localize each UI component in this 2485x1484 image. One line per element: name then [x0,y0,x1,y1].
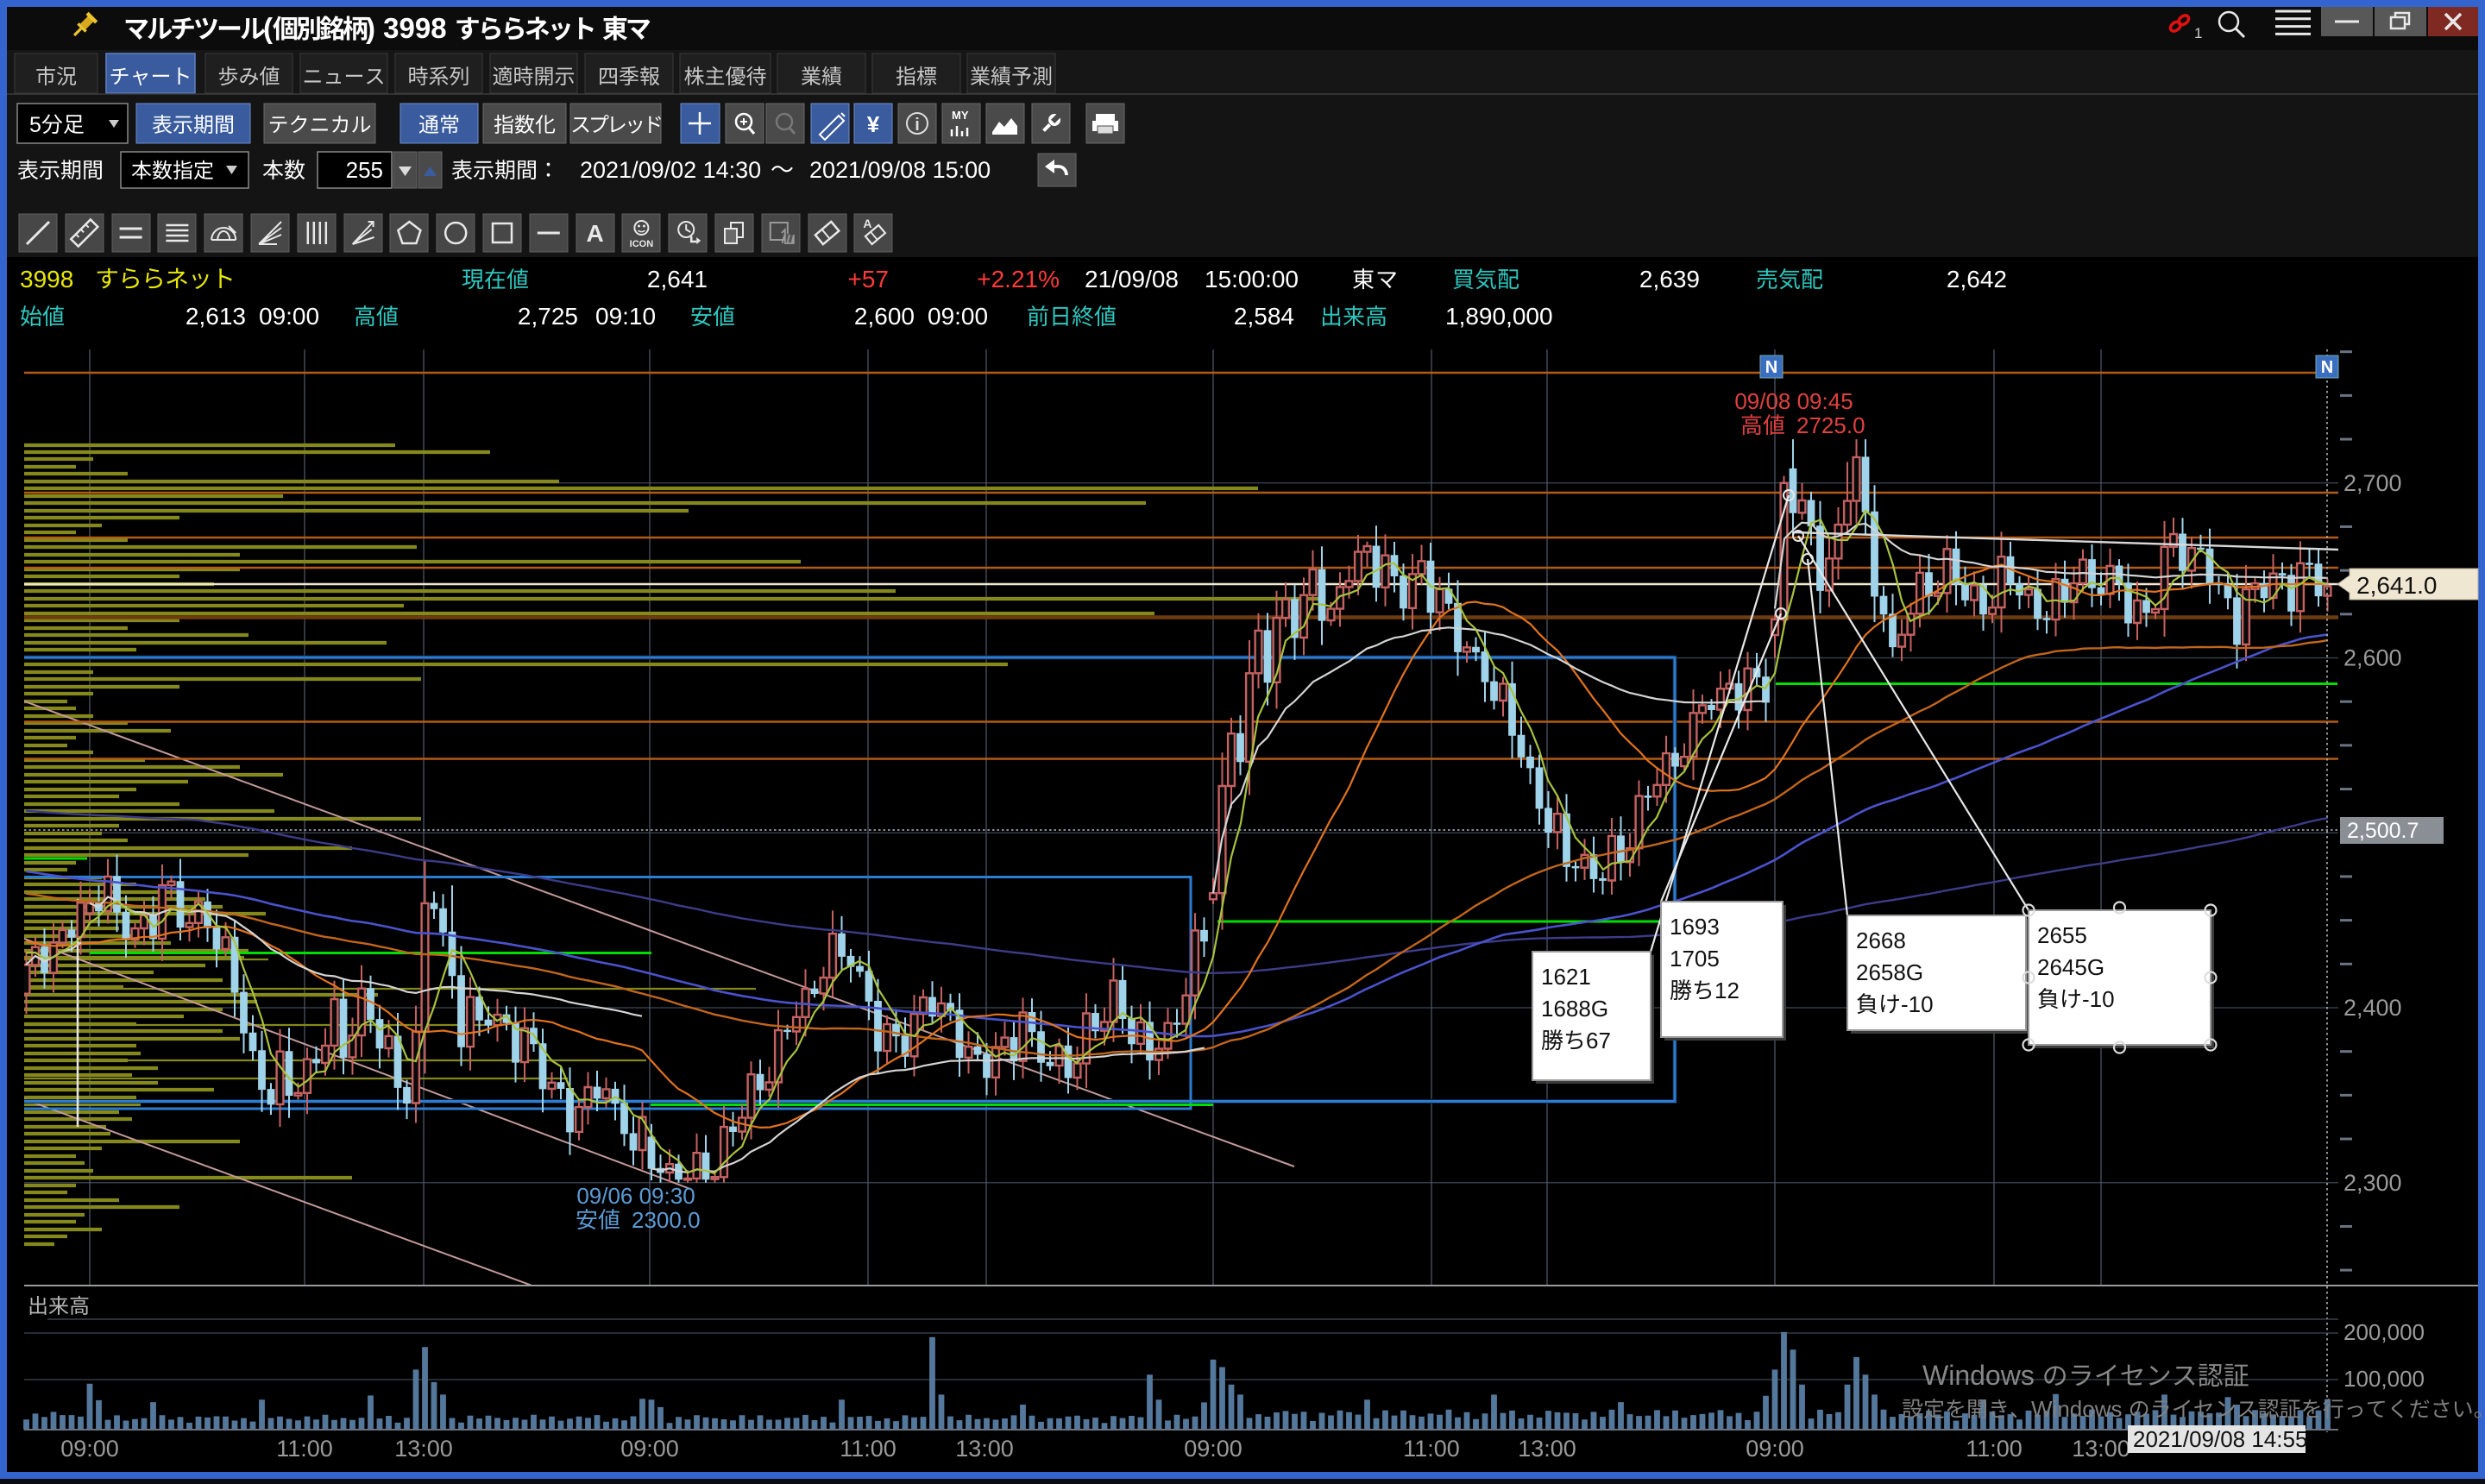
svg-text:2645G: 2645G [2037,954,2104,980]
svg-text:09:00: 09:00 [60,1436,119,1462]
svg-text:100,000: 100,000 [2343,1366,2425,1392]
svg-text:12: 12 [1714,978,1740,1003]
svg-text:(: ( [263,12,273,44]
svg-text:13:00: 13:00 [2072,1436,2130,1462]
svg-text:2658G: 2658G [1856,959,1923,985]
svg-text:2,639: 2,639 [1639,266,1700,292]
svg-text:5: 5 [29,113,41,137]
svg-text:+2.21%: +2.21% [977,266,1060,292]
svg-text:2,641: 2,641 [647,266,708,292]
svg-text:+57: +57 [848,266,890,292]
svg-text:09:00: 09:00 [928,303,988,330]
svg-text:21/09/08: 21/09/08 [1085,266,1179,292]
svg-text:2021/09/08 15:00: 2021/09/08 15:00 [809,157,991,183]
svg-text:09:00: 09:00 [1184,1436,1242,1462]
svg-text:11:00: 11:00 [276,1436,333,1462]
svg-text:2,600: 2,600 [854,303,915,330]
svg-text:09:00: 09:00 [620,1436,679,1462]
svg-text:2,641.0: 2,641.0 [2356,572,2437,599]
svg-text:N: N [2321,358,2333,377]
svg-text:15:00:00: 15:00:00 [1205,266,1299,292]
svg-text:13:00: 13:00 [394,1436,453,1462]
svg-text:) 3998: ) 3998 [366,12,447,44]
svg-text:Windows: Windows [2031,1396,2122,1422]
svg-text:3998: 3998 [20,266,73,292]
svg-text:2021/09/08 14:55: 2021/09/08 14:55 [2133,1426,2307,1452]
svg-text:i: i [915,116,920,135]
svg-text:09:00: 09:00 [1746,1436,1804,1462]
svg-text:2,725: 2,725 [518,303,578,330]
svg-text:2,500.7: 2,500.7 [2347,819,2419,843]
svg-text:2,700: 2,700 [2343,470,2402,496]
svg-text:2655: 2655 [2037,922,2087,948]
svg-text:2,400: 2,400 [2343,995,2402,1021]
svg-text:11:00: 11:00 [1966,1436,2023,1462]
svg-text:200,000: 200,000 [2343,1319,2425,1345]
svg-text:A: A [863,217,871,230]
svg-text:2,600: 2,600 [2343,645,2402,671]
svg-text:2021/09/02 14:30: 2021/09/02 14:30 [580,157,761,183]
svg-text:1693: 1693 [1670,914,1720,940]
svg-text:1,890,000: 1,890,000 [1445,303,1553,330]
svg-text:09:10: 09:10 [595,303,656,330]
svg-text:-10: -10 [1901,991,1934,1017]
svg-text:11:00: 11:00 [1403,1436,1460,1462]
svg-text:09/06 09:30: 09/06 09:30 [576,1183,695,1209]
svg-text:1621: 1621 [1541,964,1591,990]
svg-text:67: 67 [1586,1028,1611,1053]
svg-text:11:00: 11:00 [840,1436,896,1462]
svg-text:09/08 09:45: 09/08 09:45 [1734,388,1853,414]
svg-text:09:00: 09:00 [259,303,319,330]
svg-text:Windows: Windows [1922,1360,2035,1391]
svg-text:N: N [1765,358,1777,377]
svg-text:2668: 2668 [1856,928,1906,953]
svg-text:¥: ¥ [867,111,880,137]
svg-text:2300.0: 2300.0 [632,1207,701,1233]
svg-text:2725.0: 2725.0 [1796,412,1865,438]
svg-text:255: 255 [346,157,383,183]
svg-text:-10: -10 [2082,986,2115,1012]
svg-text:2,300: 2,300 [2343,1170,2402,1196]
svg-text:2,642: 2,642 [1947,266,2007,292]
svg-text:MY: MY [952,109,969,122]
svg-text:13:00: 13:00 [955,1436,1014,1462]
svg-text:A: A [586,220,603,247]
svg-text:2,613: 2,613 [186,303,246,330]
svg-text:1: 1 [2194,25,2202,41]
svg-text:2,584: 2,584 [1234,303,1294,330]
svg-text:1688G: 1688G [1541,996,1608,1022]
svg-text:13:00: 13:00 [1518,1436,1576,1462]
svg-text:ICON: ICON [630,239,654,249]
svg-text:1705: 1705 [1670,946,1720,972]
